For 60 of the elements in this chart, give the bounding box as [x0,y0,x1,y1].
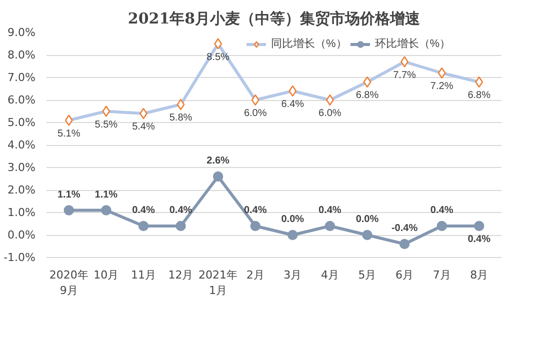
x-tick-label: 11月 [130,268,156,282]
point [138,220,149,232]
y-tick-label: -1.0% [4,251,36,264]
data-label: 7.2% [430,81,454,92]
data-label: 1.1% [94,189,118,200]
x-tick-label: 10月 [94,268,119,282]
x-tick-label: 4月 [320,268,339,282]
point [399,238,410,250]
data-label: 8.5% [206,52,230,63]
chart-title: 2021年8月小麦（中等）集贸市场价格增速 [128,10,422,28]
y-tick-label: 5.0% [8,116,36,129]
data-label: 5.1% [57,128,80,140]
point [64,205,74,216]
x-tick-label: 3月 [284,268,302,282]
data-label: 7.7% [393,70,416,81]
data-label: -0.4% [391,223,418,234]
data-label: 6.4% [281,99,304,110]
data-label: 1.1% [57,189,80,200]
point [288,230,298,240]
point [324,220,336,232]
data-label: 5.8% [169,112,192,124]
x-tick-label: 5月 [358,268,376,282]
data-label: 5.5% [94,119,118,130]
point [212,171,224,182]
x-tick-label: 2月 [246,268,264,282]
point [101,205,112,216]
x-tick-label: 12月 [168,268,194,282]
y-tick-label: 1.0% [8,206,36,219]
data-label: 5.4% [132,122,155,132]
y-tick-label: 6.0% [8,94,36,106]
data-label: 6.8% [356,90,379,101]
point [176,220,186,232]
x-tick-label: 6月 [396,268,414,282]
data-label: 0.0% [356,214,379,225]
data-label: 0.4% [468,234,491,245]
x-tick-label: 2021年 1月 [198,268,238,298]
data-label: 0.0% [281,214,304,225]
data-label: 6.8% [468,90,491,101]
y-tick-label: 7.0% [8,71,36,84]
y-tick-label: 0.0% [8,228,36,242]
data-label: 0.4% [430,205,454,216]
point [436,220,447,232]
y-tick-label: 3.0% [8,161,36,174]
y-tick-label: 8.0% [8,48,36,62]
x-tick-label: 7月 [432,268,451,282]
y-tick-label: 2.0% [8,184,36,196]
data-label: 6.0% [244,108,267,119]
data-label: 6.0% [318,108,342,119]
data-label: 0.4% [318,205,342,216]
legend-label: 环比增长（%） [374,37,451,51]
point [362,230,372,240]
point [250,220,260,232]
x-tick-label: 2020年 9月 [49,268,88,298]
point [474,220,484,232]
y-tick-label: 4.0% [8,138,36,152]
y-tick-label: 9.0% [8,26,36,39]
legend-label: 同比增长（%） [271,37,347,51]
data-label: 2.6% [206,156,230,166]
data-label: 0.4% [132,205,155,216]
x-tick-label: 8月 [470,268,488,282]
